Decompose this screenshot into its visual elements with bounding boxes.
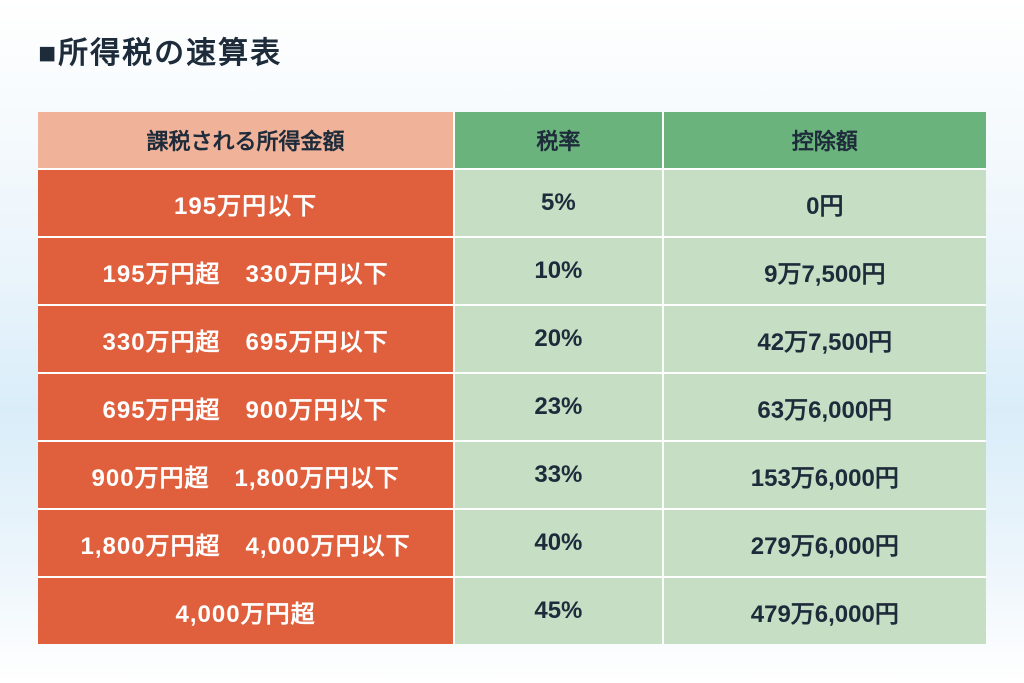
cell-income: 1,800万円超 4,000万円以下 [38,508,455,576]
cell-income: 695万円超 900万円以下 [38,372,455,440]
cell-deduct: 279万6,000円 [664,508,986,576]
cell-deduct: 479万6,000円 [664,576,986,644]
cell-income: 195万円超 330万円以下 [38,236,455,304]
cell-income: 330万円超 695万円以下 [38,304,455,372]
cell-rate: 45% [455,576,664,644]
cell-deduct: 42万7,500円 [664,304,986,372]
cell-income: 900万円超 1,800万円以下 [38,440,455,508]
cell-rate: 33% [455,440,664,508]
cell-income: 195万円以下 [38,168,455,236]
page-title: ■所得税の速算表 [38,28,986,72]
cell-rate: 20% [455,304,664,372]
cell-deduct: 9万7,500円 [664,236,986,304]
cell-rate: 23% [455,372,664,440]
col-header-deduct: 控除額 [664,112,986,168]
cell-deduct: 63万6,000円 [664,372,986,440]
cell-rate: 10% [455,236,664,304]
col-header-income: 課税される所得金額 [38,112,455,168]
tax-table: 課税される所得金額 税率 控除額 195万円以下 5% 0円 195万円超 33… [38,112,986,644]
col-header-rate: 税率 [455,112,664,168]
cell-income: 4,000万円超 [38,576,455,644]
cell-rate: 40% [455,508,664,576]
cell-rate: 5% [455,168,664,236]
cell-deduct: 153万6,000円 [664,440,986,508]
cell-deduct: 0円 [664,168,986,236]
